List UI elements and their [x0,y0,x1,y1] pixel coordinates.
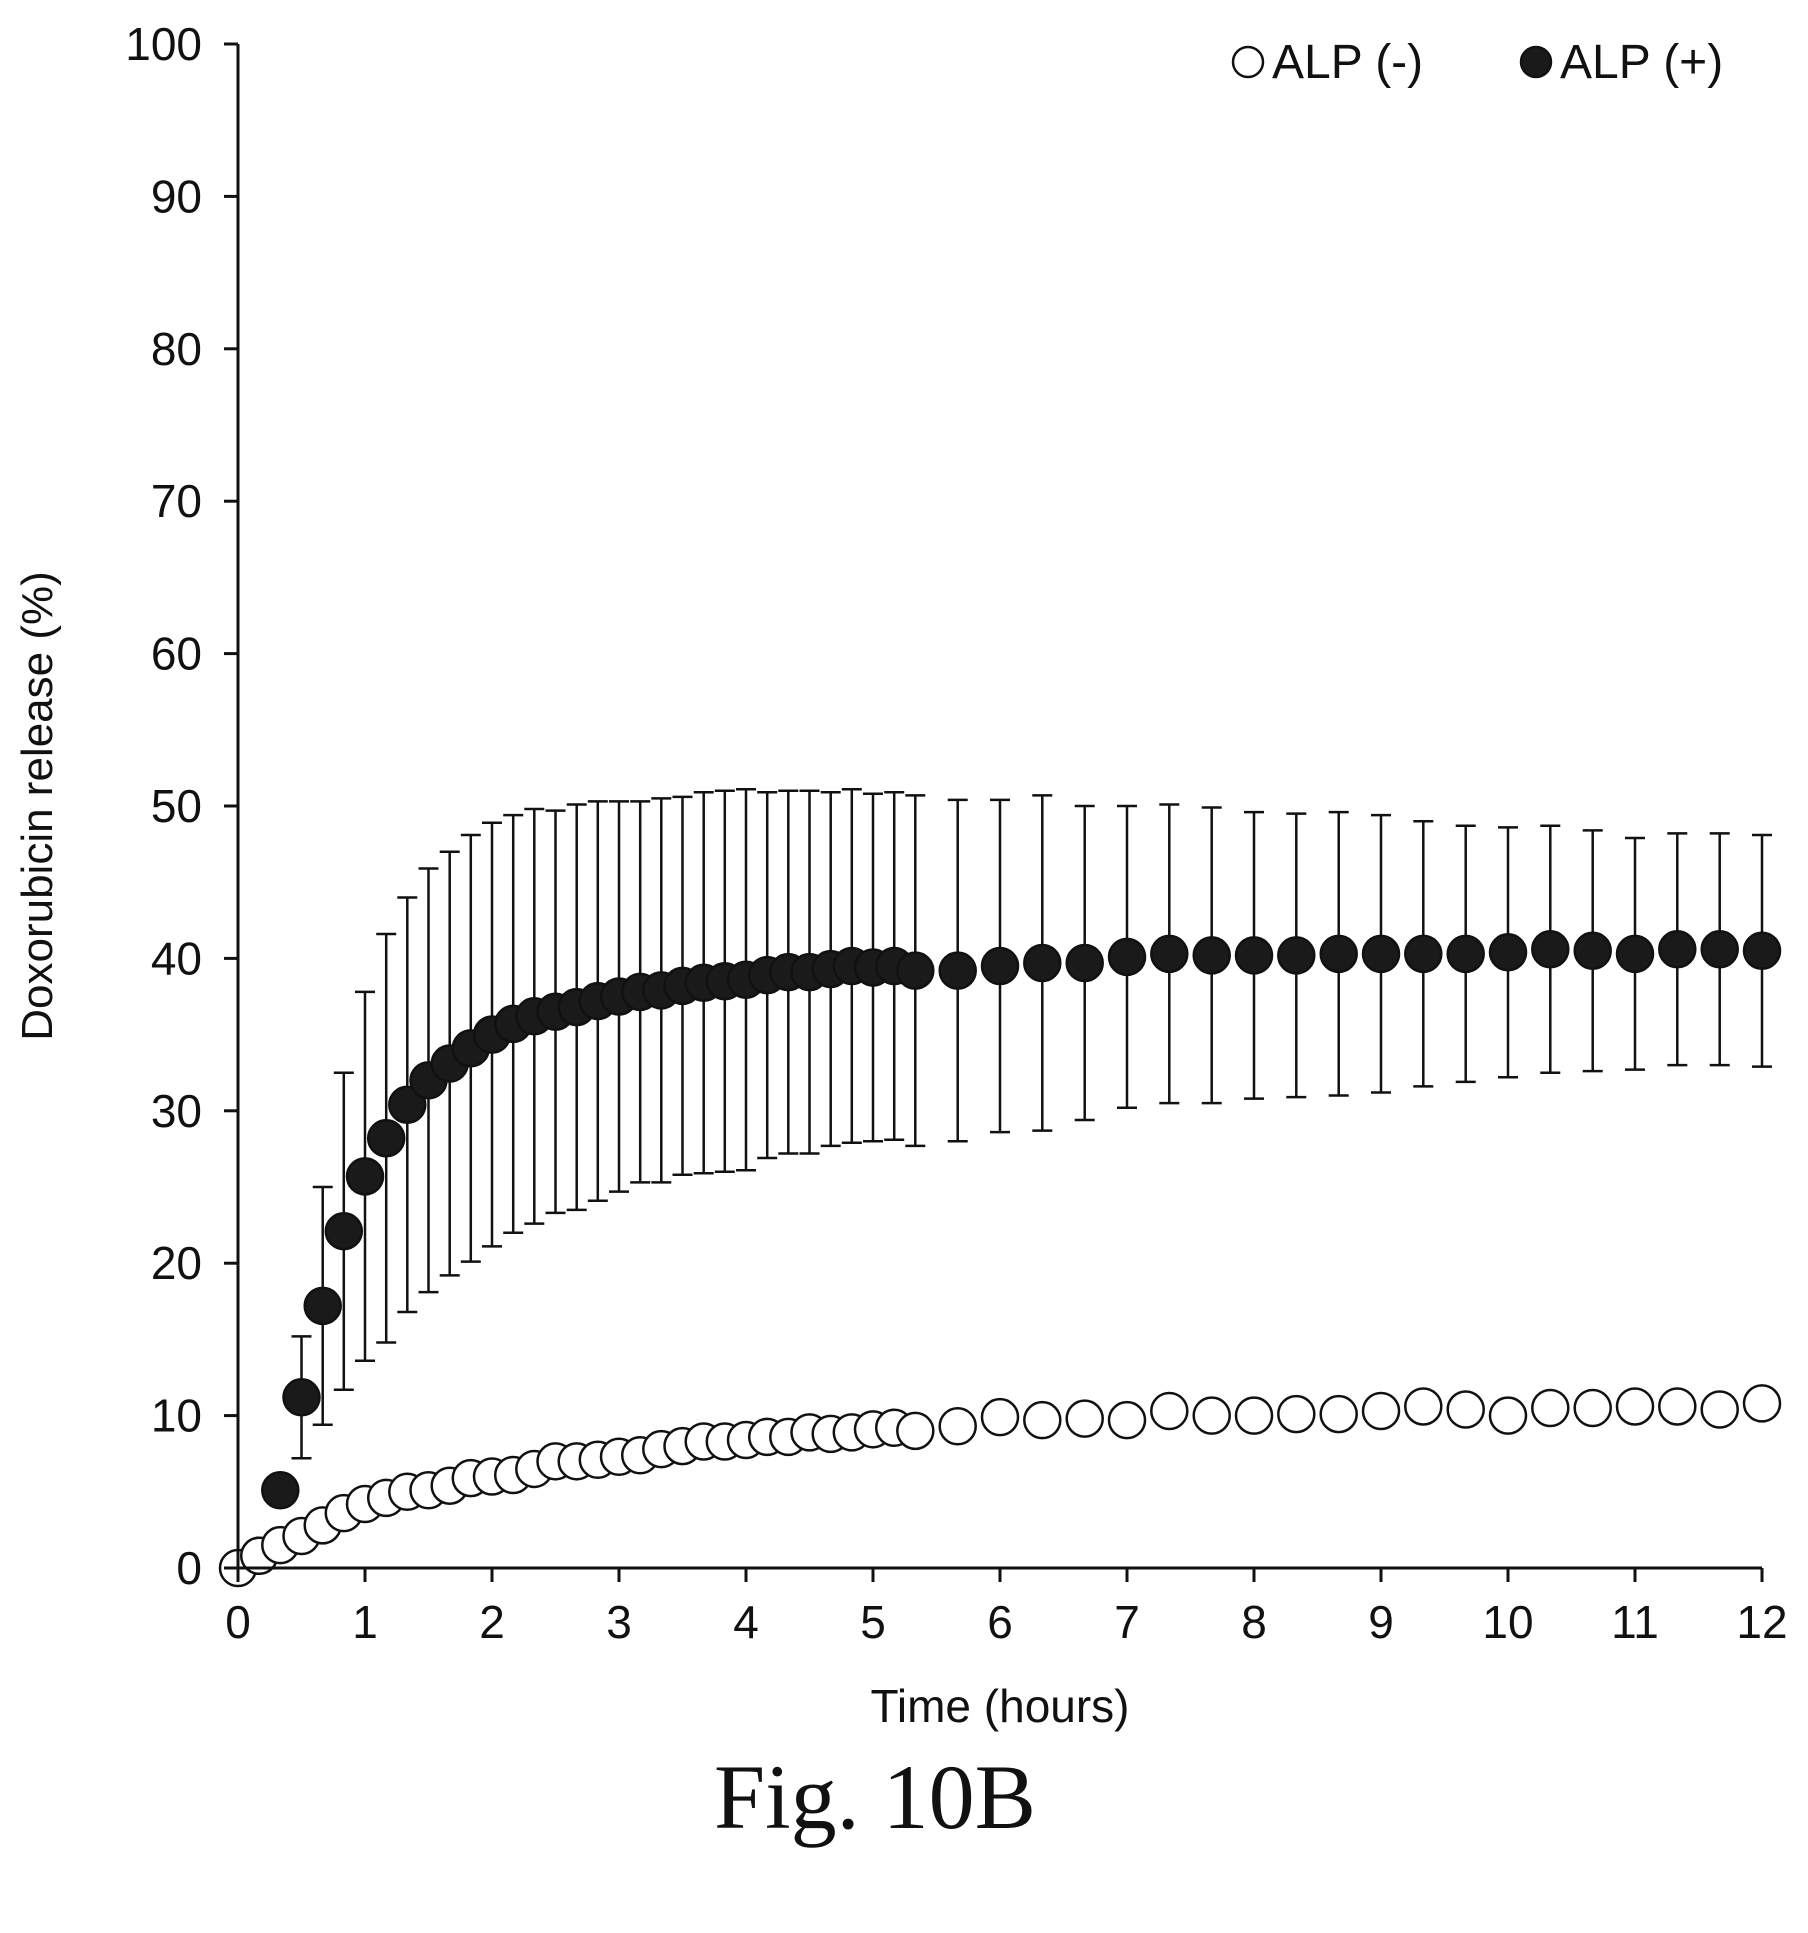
data-point-alp-plus [1319,934,1358,974]
data-point-alp-minus [1234,1396,1274,1435]
y-tick-label: 50 [151,780,202,832]
legend-label: ALP (-) [1272,36,1423,89]
x-tick-label: 2 [479,1596,505,1648]
y-tick-label: 20 [151,1237,202,1289]
x-tick-label: 11 [1611,1596,1659,1648]
y-tick-label: 90 [151,170,202,222]
data-point-alp-plus [388,1085,427,1124]
data-point-alp-minus [896,1411,935,1451]
x-tick-label: 9 [1368,1596,1394,1648]
x-tick-label: 12 [1736,1596,1787,1648]
data-point-alp-minus [1107,1400,1147,1440]
data-points [218,930,1782,1588]
data-point-alp-plus [1700,930,1739,969]
data-point-alp-plus [324,1211,364,1251]
y-tick-label: 10 [151,1390,202,1442]
data-point-alp-minus [1319,1394,1358,1434]
data-point-alp-plus [1446,934,1485,974]
data-point-alp-plus [261,1471,300,1510]
data-point-alp-minus [1404,1387,1443,1426]
data-point-alp-plus [1658,930,1697,969]
data-point-alp-plus [896,951,935,990]
x-tick-label: 0 [225,1596,251,1648]
data-point-alp-minus [1446,1390,1485,1429]
x-tick-label: 8 [1241,1596,1267,1648]
x-tick-label: 5 [860,1596,886,1648]
data-point-alp-minus [1488,1396,1528,1435]
data-point-alp-plus [1488,933,1528,972]
data-point-alp-plus [1234,936,1274,975]
data-point-alp-plus [366,1118,406,1158]
data-point-alp-plus [1404,934,1443,974]
data-point-alp-plus [345,1157,385,1196]
legend: ALP (-) ALP (+) [1231,36,1723,89]
x-tick-label: 6 [987,1596,1013,1648]
data-point-alp-minus [1573,1388,1612,1428]
data-point-alp-plus [1361,934,1401,974]
data-point-alp-minus [1150,1391,1189,1431]
legend-marker [1231,45,1265,79]
data-point-alp-minus [1065,1399,1104,1438]
data-point-alp-plus [1742,931,1782,971]
y-tick-label: 80 [151,323,202,375]
legend-marker [1519,45,1553,79]
data-point-alp-plus [1192,936,1231,975]
data-point-alp-plus [1531,930,1570,969]
data-point-alp-minus [1742,1384,1782,1423]
data-point-alp-plus [980,946,1020,986]
x-tick-label: 4 [733,1596,759,1648]
legend-label: ALP (+) [1560,36,1723,89]
y-axis-label: Doxorubicin release (%) [13,571,62,1041]
data-point-alp-plus [1150,934,1189,974]
data-point-alp-minus [1700,1390,1739,1429]
data-point-alp-minus [1531,1388,1570,1428]
data-point-alp-plus [282,1378,321,1417]
data-point-alp-plus [1573,931,1612,971]
y-tick-label: 70 [151,475,202,527]
data-point-alp-minus [938,1407,977,1446]
y-tick-label: 30 [151,1085,202,1137]
data-point-alp-plus [1277,936,1316,975]
y-tick-label: 60 [151,628,202,680]
data-point-alp-minus [1277,1394,1316,1434]
x-tick-label: 7 [1114,1596,1140,1648]
x-tick-label: 3 [606,1596,632,1648]
data-point-alp-minus [1192,1396,1231,1435]
data-point-alp-plus [1023,943,1062,983]
x-tick-label: 1 [352,1596,378,1648]
x-axis-label: Time (hours) [871,1680,1130,1732]
y-tick-label: 100 [125,18,202,70]
data-point-alp-minus [1023,1400,1062,1440]
data-point-alp-plus [1615,934,1655,974]
x-tick-label: 10 [1482,1596,1533,1648]
data-point-alp-minus [1658,1387,1697,1426]
data-point-alp-minus [980,1397,1020,1437]
data-point-alp-minus [1615,1387,1655,1426]
data-point-alp-plus [303,1286,342,1326]
data-point-alp-plus [1107,937,1147,977]
y-tick-label: 40 [151,932,202,984]
data-point-alp-plus [1065,943,1104,983]
data-point-alp-minus [1361,1391,1401,1431]
data-point-alp-plus [938,951,977,990]
figure-caption: Fig. 10B [714,1746,1036,1848]
y-tick-label: 0 [176,1542,202,1594]
